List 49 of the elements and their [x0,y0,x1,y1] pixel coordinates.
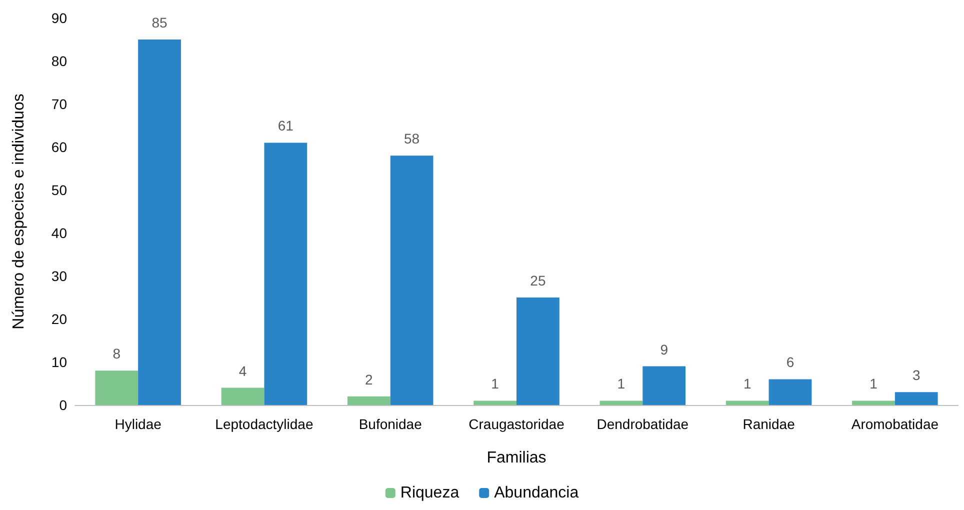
data-label: 58 [404,130,420,147]
bar [221,388,264,405]
x-tick-label: Dendrobatidae [596,416,689,432]
data-label: 1 [617,376,626,392]
data-label: 1 [743,376,752,392]
legend-label: Riqueza [400,484,460,502]
bar [894,392,938,405]
data-label: 4 [238,362,247,379]
y-tick-label: 50 [51,182,68,198]
bar [95,370,138,405]
data-label: 3 [912,367,920,384]
bar [726,400,769,405]
bar [642,366,686,405]
x-tick-label: Craugastoridae [468,416,565,432]
bar [768,379,812,405]
data-label: 85 [152,14,168,30]
bar [852,400,895,405]
x-tick-label: Ranidae [742,416,796,432]
bar [474,400,516,405]
data-label: 1 [870,376,878,392]
y-axis-title: Número de especies e individuos [10,94,28,330]
y-tick-label: 40 [51,225,68,241]
data-label: 6 [786,354,794,370]
y-tick-label: 90 [51,10,68,26]
data-label: 25 [530,272,546,288]
data-label: 8 [112,346,121,362]
x-tick-label: Aromobatidae [851,416,939,432]
bar [138,40,181,405]
x-tick-label: Hylidae [114,416,162,432]
y-tick-label: 30 [51,268,68,284]
bar [347,396,390,405]
data-label: 9 [660,341,668,358]
x-tick-label: Bufonidae [358,416,422,432]
bar [600,400,643,405]
y-tick-label: 10 [51,354,68,370]
data-label: 2 [365,371,374,388]
bar [390,156,434,405]
y-tick-label: 20 [51,311,68,327]
bar [516,298,560,405]
x-axis-title: Familias [486,450,546,466]
y-tick-label: 80 [51,53,68,69]
bar [264,142,308,405]
data-label: 61 [278,118,294,134]
data-label: 1 [491,376,500,392]
y-tick-label: 0 [59,397,68,413]
legend-label: Abundancia [494,484,579,502]
y-tick-label: 60 [51,139,68,155]
y-tick-label: 70 [51,96,68,112]
x-tick-label: Leptodactylidae [215,416,314,432]
